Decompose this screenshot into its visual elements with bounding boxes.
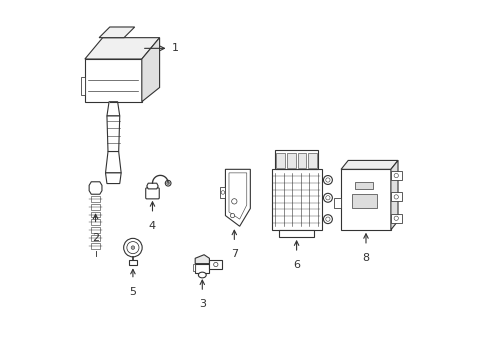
Text: 3: 3: [199, 299, 206, 309]
Polygon shape: [220, 187, 225, 198]
Polygon shape: [105, 152, 121, 173]
Polygon shape: [195, 264, 209, 273]
Polygon shape: [81, 77, 85, 95]
Ellipse shape: [198, 272, 206, 278]
Ellipse shape: [232, 199, 237, 204]
Polygon shape: [91, 235, 100, 241]
Ellipse shape: [167, 182, 170, 185]
Bar: [287, 153, 295, 167]
Polygon shape: [99, 27, 135, 38]
Polygon shape: [147, 183, 158, 189]
Polygon shape: [355, 182, 373, 189]
Polygon shape: [194, 264, 195, 271]
Ellipse shape: [323, 193, 332, 202]
Polygon shape: [391, 193, 402, 201]
Ellipse shape: [323, 215, 332, 224]
Text: 2: 2: [92, 233, 99, 243]
Polygon shape: [105, 173, 121, 184]
Polygon shape: [391, 214, 402, 223]
Ellipse shape: [131, 246, 135, 249]
Polygon shape: [91, 227, 100, 233]
Ellipse shape: [214, 262, 218, 267]
Polygon shape: [391, 161, 398, 230]
Text: 6: 6: [293, 260, 300, 270]
Polygon shape: [91, 212, 100, 217]
Text: 7: 7: [231, 249, 238, 260]
Polygon shape: [107, 116, 120, 152]
Bar: [341, 169, 391, 230]
Polygon shape: [91, 220, 100, 225]
Polygon shape: [85, 38, 160, 59]
Ellipse shape: [326, 178, 330, 182]
Polygon shape: [129, 260, 137, 265]
Polygon shape: [209, 260, 222, 269]
Bar: [271, 169, 321, 230]
Bar: [308, 153, 317, 167]
Ellipse shape: [230, 213, 235, 218]
Text: 8: 8: [363, 253, 369, 263]
Polygon shape: [225, 169, 250, 226]
Polygon shape: [341, 161, 398, 169]
Ellipse shape: [326, 217, 330, 221]
Polygon shape: [89, 182, 102, 194]
Polygon shape: [107, 102, 120, 116]
Polygon shape: [195, 255, 209, 264]
Text: 4: 4: [149, 221, 156, 231]
Ellipse shape: [394, 195, 398, 199]
Ellipse shape: [323, 176, 332, 184]
Polygon shape: [85, 59, 142, 102]
Polygon shape: [91, 204, 100, 210]
Polygon shape: [352, 194, 377, 208]
Polygon shape: [275, 150, 318, 169]
Ellipse shape: [123, 238, 142, 257]
Ellipse shape: [394, 216, 398, 220]
Polygon shape: [91, 196, 100, 202]
Text: 1: 1: [172, 43, 179, 53]
Ellipse shape: [221, 191, 225, 194]
Polygon shape: [334, 198, 341, 208]
Polygon shape: [142, 38, 160, 102]
Polygon shape: [391, 171, 402, 180]
Polygon shape: [279, 230, 315, 237]
Ellipse shape: [394, 174, 398, 178]
FancyBboxPatch shape: [146, 188, 159, 199]
Ellipse shape: [326, 195, 330, 200]
Ellipse shape: [165, 180, 171, 186]
Text: 5: 5: [129, 287, 136, 297]
Polygon shape: [91, 243, 100, 249]
Bar: [297, 153, 306, 167]
Ellipse shape: [127, 242, 139, 254]
Bar: [276, 153, 285, 167]
